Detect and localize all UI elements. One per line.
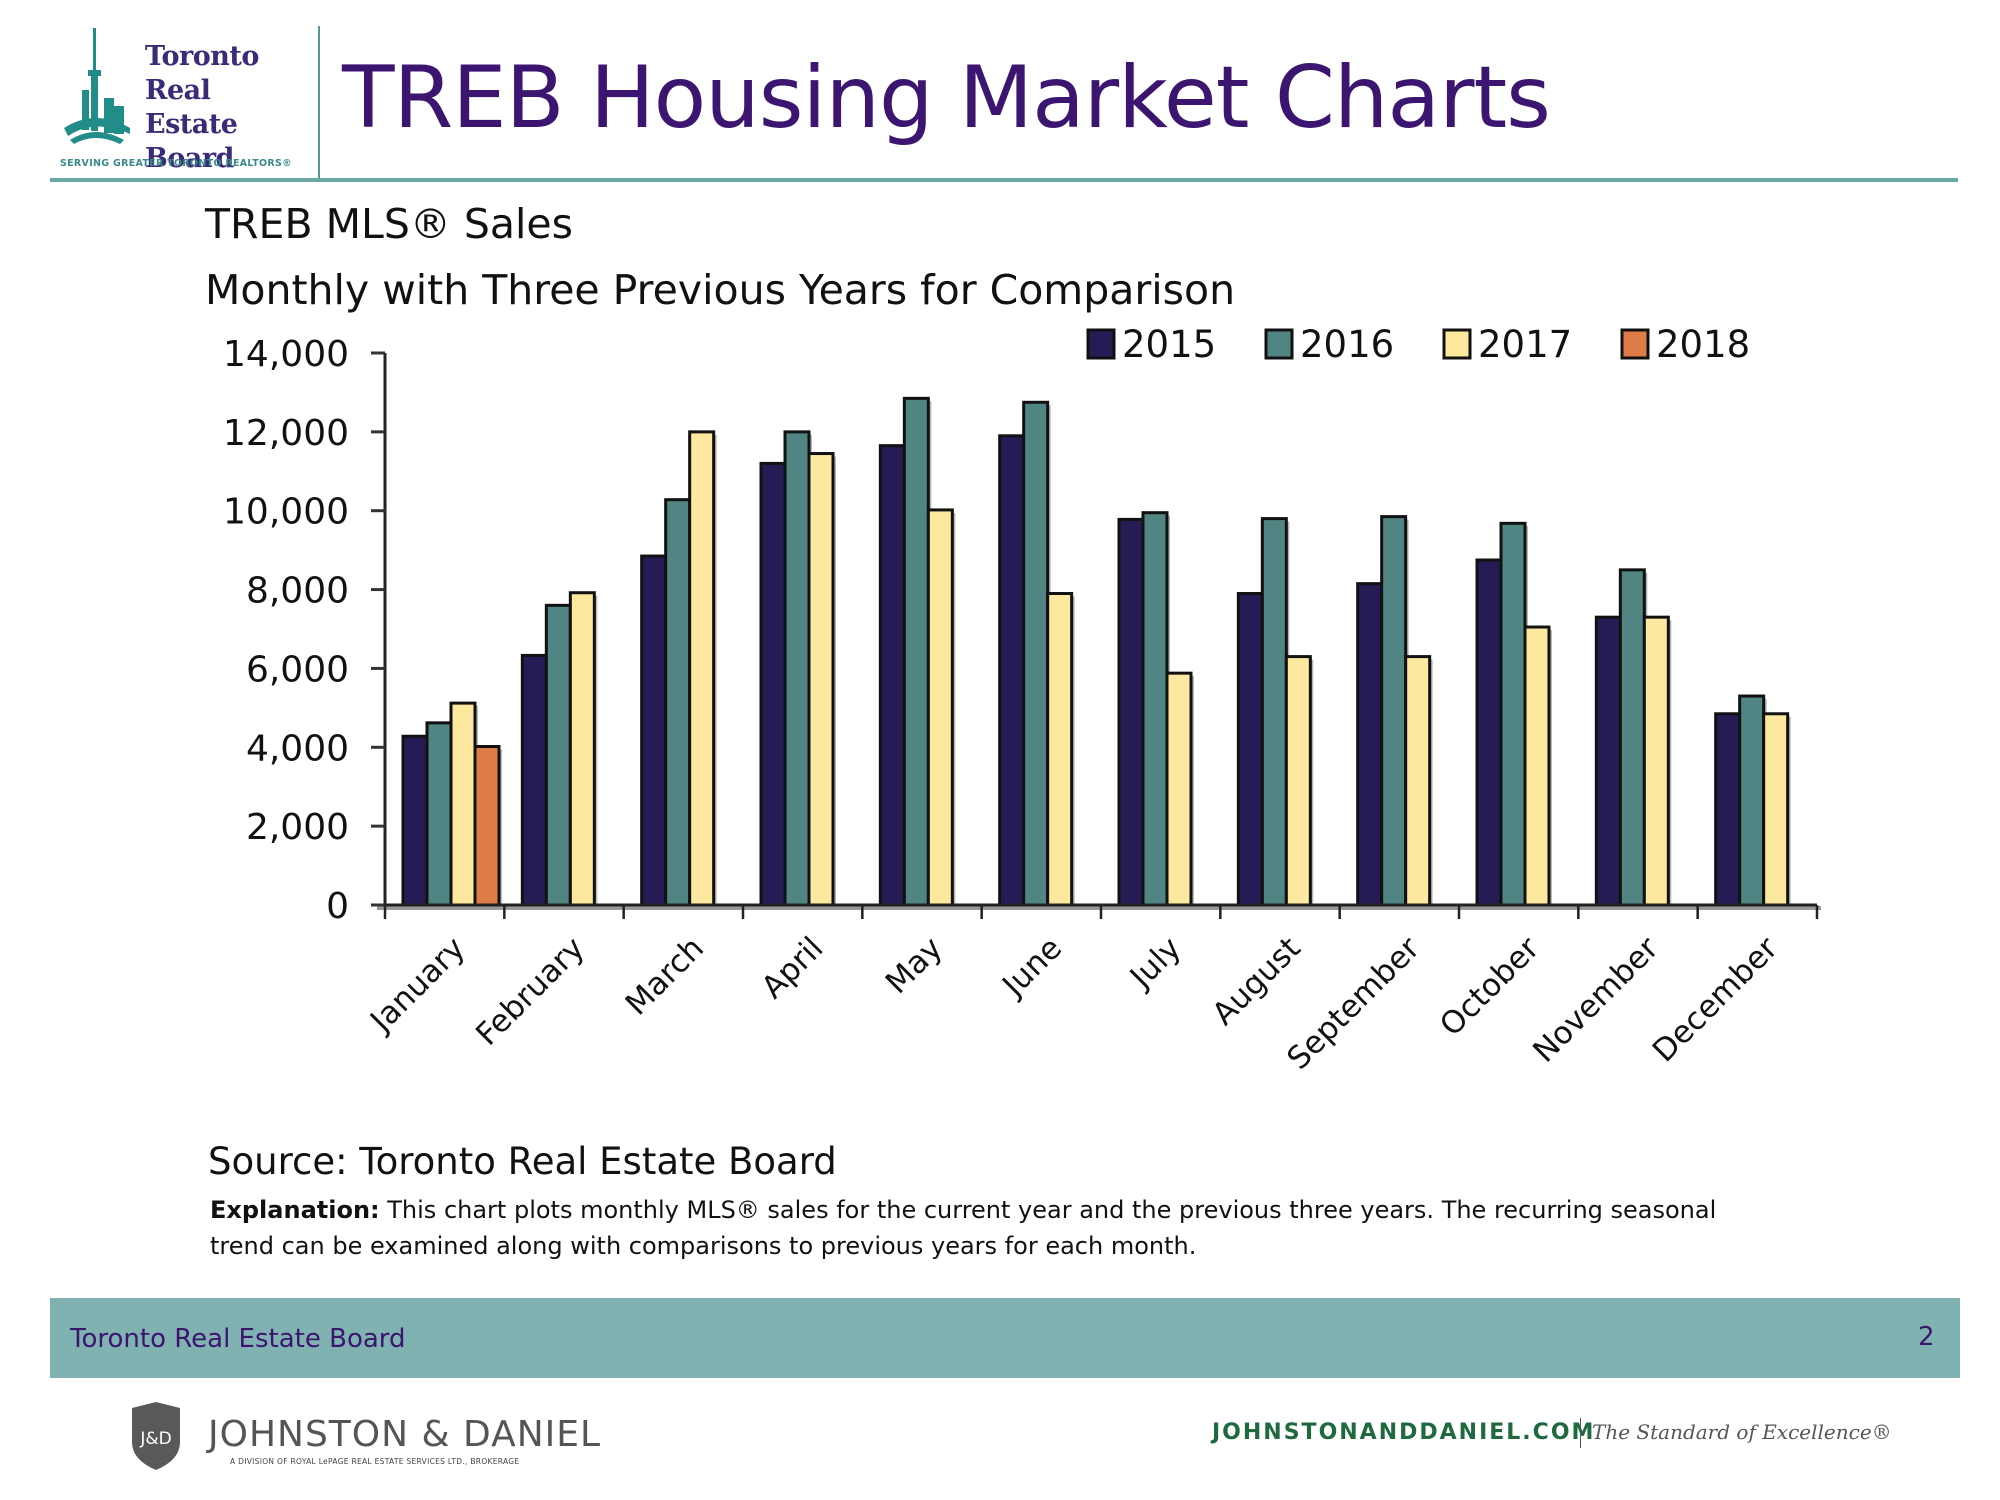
brand-website-link[interactable]: JOHNSTONANDDANIEL.COM: [1212, 1420, 1596, 1445]
header-divider: [318, 26, 320, 181]
y-tick-label: 4,000: [246, 728, 349, 769]
y-tick-label: 2,000: [246, 807, 349, 848]
brand-tagline: The Standard of Excellence®: [1592, 1420, 1892, 1444]
bar-2017-july: [1165, 671, 1193, 907]
logo-line-2: Real Estate: [145, 75, 238, 140]
bar-2017-january: [449, 701, 477, 907]
header-rule: [50, 178, 1958, 182]
x-tick-label: May: [879, 930, 950, 1001]
legend-swatch-2015: [1086, 328, 1116, 360]
bar-2016-march: [664, 498, 692, 907]
explanation-label: Explanation:: [210, 1196, 380, 1224]
logo-line-3: Board: [145, 143, 234, 174]
footer-org-name: Toronto Real Estate Board: [70, 1324, 406, 1354]
y-tick-label: 14,000: [223, 334, 349, 375]
bar-2017-may: [926, 508, 954, 907]
bar-2015-april: [759, 461, 787, 907]
y-tick-label: 12,000: [223, 413, 349, 454]
x-tick-label: April: [755, 930, 831, 1006]
legend-swatch-2018: [1620, 328, 1650, 360]
bar-2015-march: [640, 554, 668, 907]
legend-label-2018: 2018: [1656, 323, 1750, 366]
y-tick-label: 10,000: [223, 492, 349, 533]
brand-separator: [1580, 1418, 1581, 1448]
bar-2015-october: [1475, 558, 1503, 907]
x-tick-label: August: [1205, 930, 1307, 1032]
bar-2017-december: [1762, 712, 1790, 907]
logo-tagline: SERVING GREATER TORONTO REALTORS®: [60, 158, 292, 169]
legend-label-2016: 2016: [1300, 323, 1394, 366]
chart-subtitle: Monthly with Three Previous Years for Co…: [205, 266, 1236, 314]
page-number: 2: [1918, 1322, 1935, 1352]
x-tick-label: July: [1122, 930, 1188, 996]
bar-2015-august: [1236, 592, 1264, 907]
brand-subtitle: A DIVISION OF ROYAL LePAGE REAL ESTATE S…: [230, 1457, 520, 1466]
bar-2016-april: [783, 430, 811, 907]
bar-2017-february: [568, 591, 596, 907]
logo-wordmark: Toronto Real Estate Board: [145, 40, 310, 176]
bar-2016-august: [1260, 517, 1288, 907]
bar-2017-april: [807, 452, 835, 907]
source-note: Source: Toronto Real Estate Board: [208, 1140, 837, 1183]
y-tick-label: 6,000: [246, 649, 349, 690]
x-tick-label: June: [994, 930, 1069, 1005]
bar-2016-february: [544, 603, 572, 907]
x-tick-label: January: [362, 930, 472, 1040]
legend-label-2015: 2015: [1122, 323, 1216, 366]
legend-label-2017: 2017: [1478, 323, 1572, 366]
legend-swatch-2016: [1264, 328, 1294, 360]
bar-2016-june: [1022, 400, 1050, 907]
bar-2016-january: [425, 721, 453, 907]
footer-band: [50, 1298, 1960, 1378]
jd-shield-icon: J&D: [132, 1402, 180, 1470]
logo-line-1: Toronto: [145, 41, 259, 72]
explanation-body: This chart plots monthly MLS® sales for …: [210, 1196, 1717, 1260]
y-tick-label: 8,000: [246, 571, 349, 612]
bar-2017-march: [688, 430, 716, 907]
bar-2016-october: [1499, 521, 1527, 907]
bar-2016-july: [1141, 511, 1169, 907]
legend: 2015 2016 2017 2018: [1086, 323, 1750, 366]
chart-title: TREB MLS® Sales: [205, 200, 573, 248]
bar-2015-february: [520, 653, 548, 907]
bar-2016-november: [1618, 568, 1646, 907]
page-title: TREB Housing Market Charts: [342, 48, 1551, 148]
x-tick-label: March: [619, 930, 711, 1022]
bar-2018-january: [473, 744, 501, 907]
bar-2016-september: [1380, 515, 1408, 907]
bar-2015-may: [878, 444, 906, 907]
treb-logo: Toronto Real Estate Board SERVING GREATE…: [60, 28, 310, 178]
bar-2015-january: [401, 734, 429, 907]
x-tick-label: October: [1433, 930, 1546, 1043]
bar-2016-may: [902, 396, 930, 907]
bar-2017-september: [1404, 655, 1432, 907]
legend-swatch-2017: [1442, 328, 1472, 360]
bar-2015-june: [998, 434, 1026, 907]
x-tick-label: December: [1646, 930, 1785, 1069]
bar-2015-november: [1594, 615, 1622, 907]
bars-layer: [401, 396, 1791, 907]
bar-2015-july: [1117, 517, 1145, 907]
bar-2017-august: [1284, 655, 1312, 907]
y-tick-label: 0: [326, 886, 349, 927]
explanation-text: Explanation: This chart plots monthly ML…: [210, 1192, 1770, 1264]
bar-2015-september: [1356, 582, 1384, 907]
bar-2017-november: [1642, 615, 1670, 907]
cn-tower-skyline-icon: [64, 28, 130, 144]
bar-2017-october: [1523, 625, 1551, 907]
jd-shield-initials: J&D: [139, 1429, 171, 1449]
x-tick-label: November: [1526, 930, 1666, 1070]
bar-2017-june: [1046, 592, 1074, 907]
brand-name: JOHNSTON & DANIEL: [208, 1414, 602, 1455]
bar-2015-december: [1714, 712, 1742, 907]
x-tick-label: February: [469, 930, 592, 1053]
bar-2016-december: [1738, 694, 1766, 907]
